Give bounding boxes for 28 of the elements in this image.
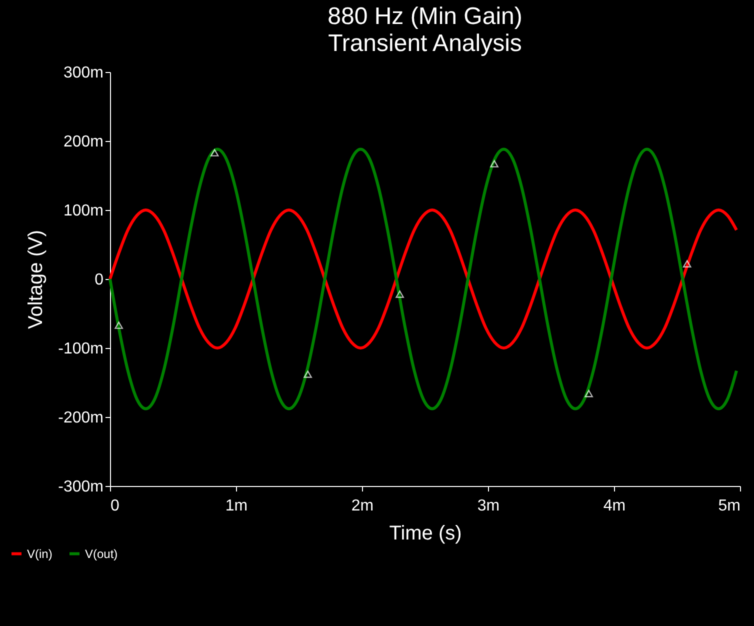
x-tick-label: 4m (603, 498, 626, 514)
x-tick-label: 5m (718, 498, 740, 514)
x-tick-label: 1m (225, 498, 248, 514)
point (396, 290, 404, 298)
y-tick-label: -200m (58, 410, 104, 426)
point (682, 260, 692, 268)
point (584, 390, 593, 398)
legend-label: V(in) (27, 546, 52, 561)
y-tick-label: 300m (63, 64, 104, 82)
y-tick-label: 200m (63, 134, 104, 150)
chart-subtitle: Transient Analysis (328, 30, 522, 57)
y-tick-label: -100m (58, 340, 104, 358)
point (490, 160, 498, 168)
x-tick-label: 2m (351, 498, 374, 514)
point (210, 149, 219, 156)
chart-title: 880 Hz (Min Gain) (328, 3, 522, 30)
point (114, 322, 123, 329)
x-tick-label: 0 (110, 498, 120, 514)
x-tick-label: 3m (477, 498, 500, 514)
legend-label: V(out) (85, 546, 118, 561)
line-series (108, 148, 738, 410)
y-tick-label: 100m (63, 202, 104, 220)
y-axis-title: Voltage (V) (25, 230, 48, 329)
y-tick-label: 0 (94, 272, 104, 288)
point (304, 370, 312, 378)
x-axis-title: Time (s) (389, 522, 462, 544)
line-series (108, 208, 738, 350)
y-tick-label: -300m (58, 478, 104, 496)
